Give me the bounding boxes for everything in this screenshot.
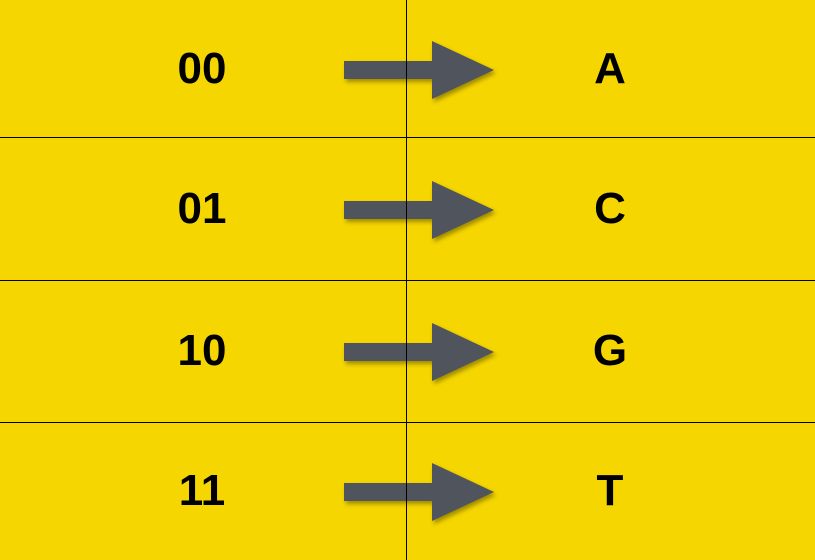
nucleotide-label: T xyxy=(596,466,624,515)
nucleotide-label: A xyxy=(594,44,626,93)
bits-label: 01 xyxy=(177,184,227,233)
row-divider xyxy=(0,280,815,281)
row-divider xyxy=(0,422,815,423)
column-divider xyxy=(406,0,407,560)
mapping-row-01: 01 C xyxy=(0,138,815,280)
right-arrow-icon xyxy=(344,181,494,239)
right-arrow-icon xyxy=(344,323,494,381)
right-arrow-icon xyxy=(344,41,494,99)
mapping-row-11: 11 T xyxy=(0,422,815,560)
mapping-row-10: 10 G xyxy=(0,280,815,422)
right-arrow-icon xyxy=(344,463,494,521)
bits-label: 10 xyxy=(177,326,227,375)
bits-label: 11 xyxy=(178,466,226,515)
row-divider xyxy=(0,137,815,138)
mapping-row-00: 00 A xyxy=(0,0,815,138)
bits-label: 00 xyxy=(177,44,227,93)
nucleotide-label: C xyxy=(594,184,626,233)
nucleotide-label: G xyxy=(592,326,628,375)
